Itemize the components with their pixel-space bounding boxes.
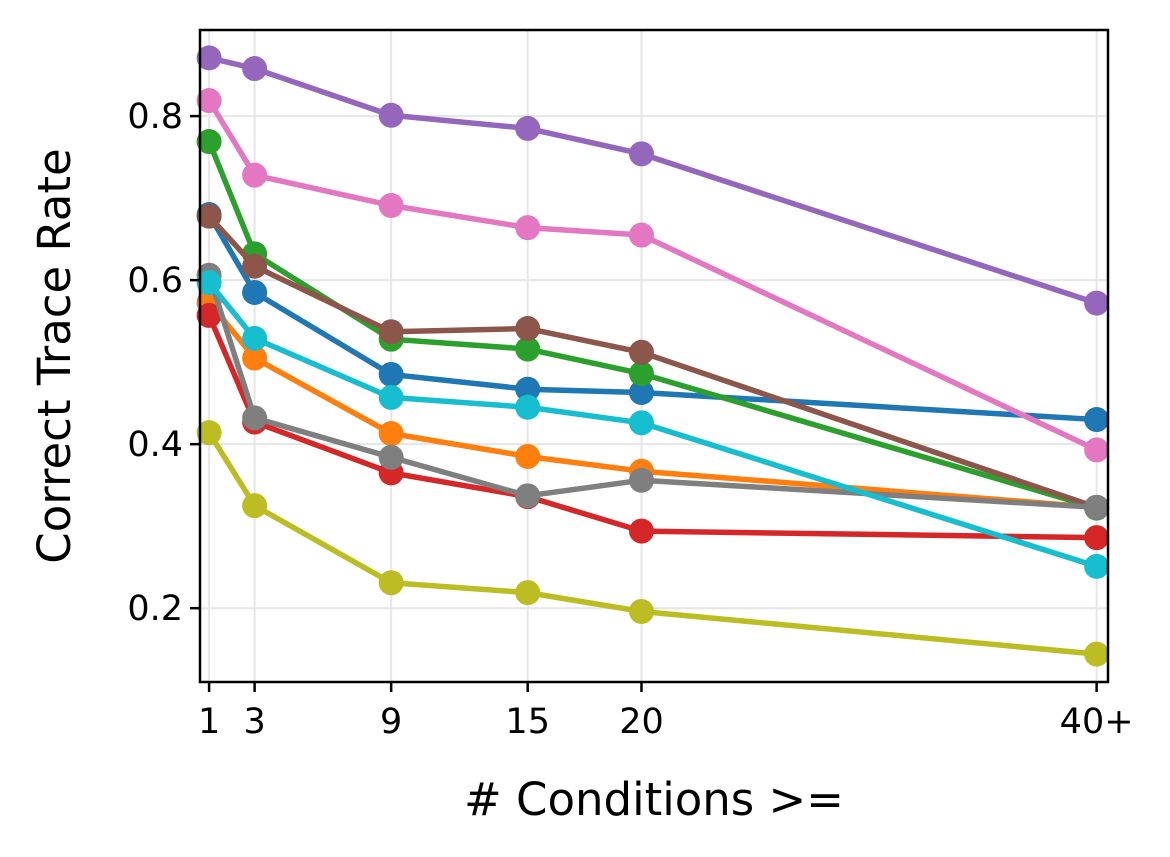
series-5-point-2: [378, 102, 404, 128]
series-1-point-4: [628, 379, 654, 405]
series-7-point-2: [378, 193, 404, 219]
series-3-point-0: [196, 129, 222, 155]
series-10: [196, 270, 1110, 579]
series-10-point-5: [1084, 553, 1110, 579]
x-tick-label-3: 15: [505, 702, 550, 742]
series-3-point-4: [628, 361, 654, 387]
x-tick-label-1: 3: [243, 702, 265, 742]
series-8-point-2: [378, 444, 404, 470]
y-tick-label-1: 0.4: [127, 425, 183, 465]
series-9-point-2: [378, 570, 404, 596]
series-3-point-3: [515, 336, 541, 362]
series-6-point-2: [378, 319, 404, 345]
series-7-line: [206, 97, 1100, 453]
series-9-point-1: [242, 493, 268, 519]
series-10-point-1: [242, 325, 268, 351]
series-1-point-2: [378, 361, 404, 387]
series-4-point-4: [628, 518, 654, 544]
y-tick-label-2: 0.6: [127, 261, 183, 301]
series-8-point-5: [1084, 494, 1110, 520]
series-1-point-1: [242, 279, 268, 305]
series-6-point-3: [515, 316, 541, 342]
series-1-point-3: [515, 376, 541, 402]
series-5-point-3: [515, 115, 541, 141]
series-6: [196, 203, 1110, 520]
series-3-line: [206, 138, 1100, 511]
series-9: [196, 420, 1110, 667]
series-9-line: [206, 429, 1100, 657]
series-1-point-5: [1084, 407, 1110, 433]
series-7-point-4: [628, 222, 654, 248]
series-6-point-1: [242, 253, 268, 279]
series-layer: [196, 45, 1110, 667]
y-tick-label-0: 0.2: [127, 589, 183, 629]
series-10-point-2: [378, 384, 404, 410]
series-4-line: [206, 312, 1100, 541]
series-8: [196, 262, 1110, 520]
x-axis: 1 3 9 15 20 40+: [198, 682, 1134, 742]
series-9-point-0: [196, 420, 222, 446]
series-10-point-0: [196, 270, 222, 296]
x-tick-label-5: 40+: [1060, 702, 1134, 742]
y-axis: 0.2 0.4 0.6 0.8: [127, 97, 200, 629]
series-8-point-1: [242, 405, 268, 431]
series-7: [196, 88, 1110, 463]
series-6-point-0: [196, 203, 222, 229]
series-7-point-5: [1084, 437, 1110, 463]
series-5: [196, 45, 1110, 316]
series-9-point-5: [1084, 641, 1110, 667]
series-10-point-3: [515, 394, 541, 420]
series-5-point-4: [628, 141, 654, 167]
series-8-point-4: [628, 467, 654, 493]
x-tick-label-0: 1: [198, 702, 220, 742]
series-8-line: [206, 272, 1100, 511]
series-4-point-0: [196, 302, 222, 328]
x-axis-title: # Conditions >=: [464, 773, 844, 826]
y-tick-label-3: 0.8: [127, 97, 183, 137]
series-2-point-3: [515, 443, 541, 469]
series-5-point-0: [196, 45, 222, 71]
series-7-point-1: [242, 162, 268, 188]
series-4-point-5: [1084, 525, 1110, 551]
series-2-point-1: [242, 345, 268, 371]
series-9-point-4: [628, 598, 654, 624]
series-5-point-5: [1084, 290, 1110, 316]
series-8-point-3: [515, 483, 541, 509]
x-tick-label-2: 9: [380, 702, 402, 742]
plot-frame: [198, 28, 1110, 684]
series-10-point-4: [628, 410, 654, 436]
series-7-point-0: [196, 88, 222, 114]
y-axis-title: Correct Trace Rate: [28, 148, 81, 563]
series-5-point-1: [242, 56, 268, 82]
series-2-point-2: [378, 421, 404, 447]
x-tick-label-4: 20: [619, 702, 664, 742]
series-9-point-3: [515, 580, 541, 606]
series-6-point-4: [628, 339, 654, 365]
series-7-point-3: [515, 215, 541, 241]
